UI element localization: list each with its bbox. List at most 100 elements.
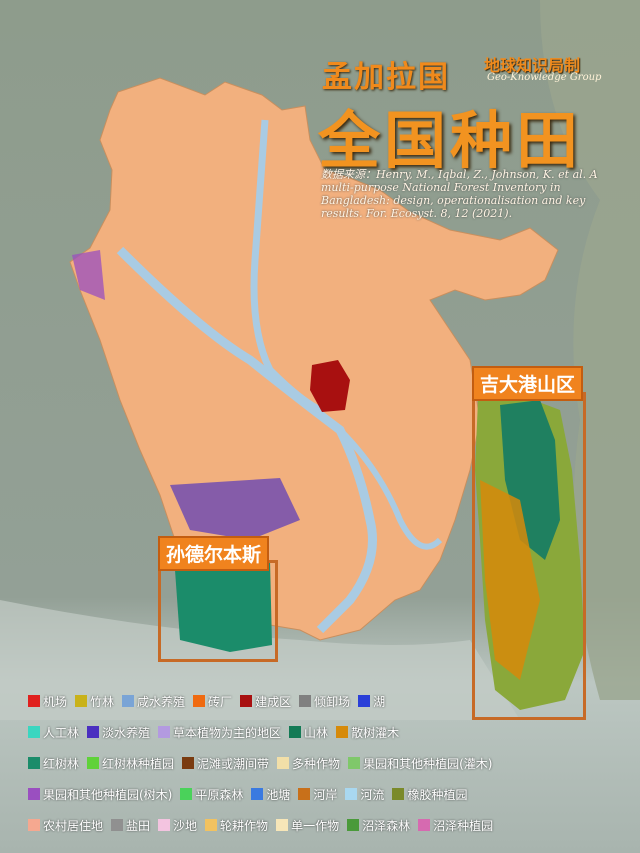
legend-swatch xyxy=(180,788,193,800)
legend-row: 红树林 红树林种植园 泥滩或潮间带 多种作物 果园和其他种植园(灌木) xyxy=(28,752,628,774)
legend-label: 盐田 xyxy=(126,818,151,833)
legend-swatch xyxy=(28,788,40,800)
legend-label: 红树林种植园 xyxy=(102,756,175,771)
legend-swatch xyxy=(111,819,124,831)
legend-swatch xyxy=(347,819,360,831)
country-title: 孟加拉国 xyxy=(322,60,450,95)
legend-label: 淡水养殖 xyxy=(102,725,151,740)
legend-label: 平原森林 xyxy=(195,787,244,802)
publisher-name-cn: 地球知识局制 xyxy=(484,56,581,75)
legend-label: 轮耕作物 xyxy=(220,818,269,833)
legend-item: 沙地 xyxy=(158,817,197,834)
legend-label: 草本植物为主的地区 xyxy=(173,725,282,740)
legend-item: 盐田 xyxy=(111,817,150,834)
legend-label: 机场 xyxy=(43,694,68,709)
legend-row: 果园和其他种植园(树木) 平原森林 池塘 河岸 河流 橡胶种植园 xyxy=(28,783,628,805)
legend-swatch xyxy=(251,788,264,800)
legend-item: 农村居住地 xyxy=(28,817,103,834)
publisher-name-en: Geo-Knowledge Group xyxy=(487,72,602,83)
legend-swatch xyxy=(28,757,40,769)
legend-label: 农村居住地 xyxy=(43,818,104,833)
legend-swatch xyxy=(28,726,40,738)
legend-swatch xyxy=(122,695,135,707)
legend-item: 河流 xyxy=(345,786,384,803)
legend-item: 轮耕作物 xyxy=(205,817,268,834)
legend-label: 咸水养殖 xyxy=(137,694,186,709)
legend-item: 多种作物 xyxy=(277,755,340,772)
legend-label: 建成区 xyxy=(255,694,292,709)
legend-item: 淡水养殖 xyxy=(87,724,150,741)
legend-item: 散树灌木 xyxy=(336,724,399,741)
legend-swatch xyxy=(87,726,100,738)
legend-item: 红树林种植园 xyxy=(87,755,174,772)
legend-item: 单一作物 xyxy=(276,817,339,834)
legend-item: 红树林 xyxy=(28,755,79,772)
legend-item: 果园和其他种植园(灌木) xyxy=(348,755,492,772)
legend-item: 平原森林 xyxy=(180,786,243,803)
legend-item: 倾卸场 xyxy=(299,693,350,710)
legend-item: 橡胶种植园 xyxy=(392,786,467,803)
legend-swatch xyxy=(276,819,289,831)
legend-swatch xyxy=(182,757,195,769)
sundarbans-mangrove xyxy=(175,560,272,652)
map-legend: 机场 竹林 咸水养殖 砖厂 建成区 倾卸场 湖人工林 淡水养殖 草本植物为主的地区 山林 散树灌木红… xyxy=(28,690,628,845)
legend-item: 砖厂 xyxy=(193,693,232,710)
legend-swatch xyxy=(28,819,40,831)
chittagong-region-label: 吉大港山区 xyxy=(472,366,584,401)
legend-item: 果园和其他种植园(树木) xyxy=(28,786,172,803)
river-padma xyxy=(116,246,377,634)
legend-label: 倾卸场 xyxy=(314,694,351,709)
chittagong-region-frame xyxy=(472,392,586,720)
river-jamuna xyxy=(250,119,322,414)
legend-item: 湖 xyxy=(358,693,385,710)
legend-label: 湖 xyxy=(373,694,386,709)
legend-swatch xyxy=(358,695,371,707)
legend-swatch xyxy=(193,695,206,707)
legend-swatch xyxy=(277,757,290,769)
chittagong-shrub xyxy=(480,480,540,680)
legend-swatch xyxy=(205,819,218,831)
legend-swatch xyxy=(28,695,40,707)
legend-label: 果园和其他种植园(树木) xyxy=(43,787,173,802)
legend-item: 建成区 xyxy=(240,693,291,710)
legend-swatch xyxy=(289,726,302,738)
legend-swatch xyxy=(348,757,361,769)
legend-item: 人工林 xyxy=(28,724,79,741)
orchard-west xyxy=(72,250,105,300)
legend-label: 泥滩或潮间带 xyxy=(197,756,270,771)
legend-label: 人工林 xyxy=(43,725,80,740)
legend-item: 沼泽种植园 xyxy=(418,817,493,834)
legend-swatch xyxy=(298,788,311,800)
legend-label: 沼泽森林 xyxy=(362,818,411,833)
river-meghna xyxy=(337,427,443,550)
legend-item: 泥滩或潮间带 xyxy=(182,755,269,772)
legend-item: 竹林 xyxy=(75,693,114,710)
sundarbans-region-frame xyxy=(158,560,278,662)
legend-label: 散树灌木 xyxy=(351,725,400,740)
sundarbans-region-label: 孙德尔本斯 xyxy=(158,536,270,571)
legend-swatch xyxy=(240,695,253,707)
legend-label: 河流 xyxy=(360,787,385,802)
page-title: 全国种田 xyxy=(318,104,583,177)
legend-swatch xyxy=(336,726,349,738)
legend-item: 机场 xyxy=(28,693,67,710)
legend-label: 橡胶种植园 xyxy=(407,787,468,802)
legend-item: 山林 xyxy=(289,724,328,741)
legend-row: 农村居住地 盐田 沙地 轮耕作物 单一作物 沼泽森林 沼泽种植园 xyxy=(28,814,628,836)
legend-label: 沼泽种植园 xyxy=(433,818,494,833)
legend-item: 池塘 xyxy=(251,786,290,803)
legend-row: 机场 竹林 咸水养殖 砖厂 建成区 倾卸场 湖 xyxy=(28,690,628,712)
hills-east xyxy=(540,0,640,700)
legend-label: 单一作物 xyxy=(291,818,340,833)
data-source-citation: 数据来源：Henry, M., Iqbal, Z., Johnson, K. e… xyxy=(321,168,598,220)
legend-swatch xyxy=(392,788,405,800)
legend-label: 果园和其他种植园(灌木) xyxy=(363,756,493,771)
aquaculture-west xyxy=(170,478,300,540)
legend-label: 池塘 xyxy=(266,787,291,802)
legend-label: 河岸 xyxy=(313,787,338,802)
legend-label: 沙地 xyxy=(173,818,198,833)
legend-item: 河岸 xyxy=(298,786,337,803)
builtup-dhaka xyxy=(310,360,350,412)
legend-item: 咸水养殖 xyxy=(122,693,185,710)
